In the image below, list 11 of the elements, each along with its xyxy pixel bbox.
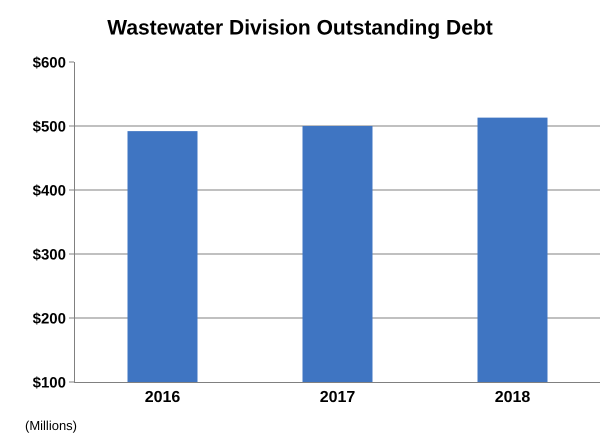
x-tick-label: 2017 — [320, 389, 356, 406]
text: (Millions) — [25, 418, 77, 433]
y-tick-label: $100 — [32, 374, 66, 392]
y-tick-label: $200 — [32, 310, 66, 328]
y-tick-label: $500 — [32, 118, 66, 136]
chart-title: Wastewater Division Outstanding Debt — [107, 16, 493, 40]
x-tick-label: 2018 — [494, 389, 530, 406]
x-tick-label: 2016 — [144, 389, 180, 406]
y-tick-label: $400 — [32, 182, 66, 200]
y-tick-label: $300 — [32, 246, 66, 264]
y-tick-label: $600 — [32, 54, 66, 72]
